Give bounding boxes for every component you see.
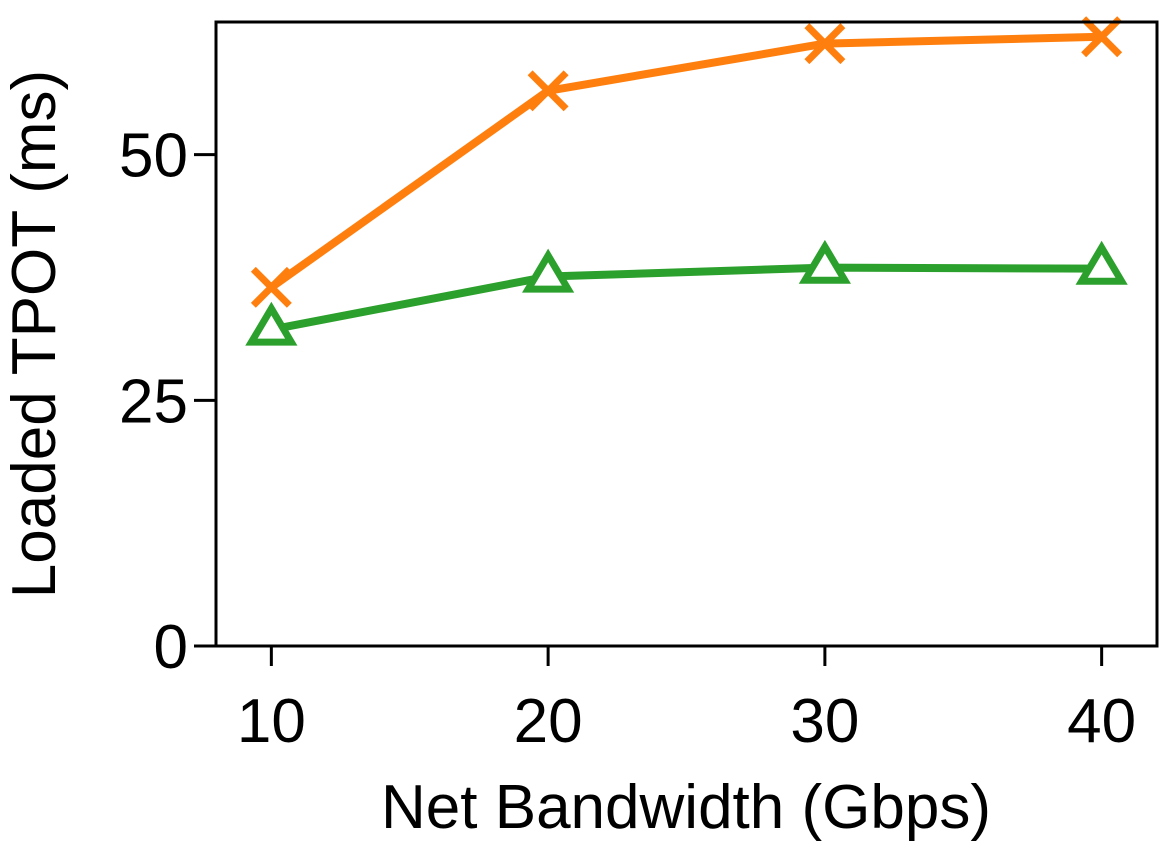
series-layer (245, 16, 1128, 346)
y-axis: 0 25 50 (119, 122, 216, 682)
orange-series-point-10 (250, 266, 292, 308)
green-series (245, 239, 1128, 346)
x-tick-label-30: 30 (790, 687, 859, 756)
x-tick-label-10: 10 (237, 687, 306, 756)
orange-series-point-20 (527, 70, 569, 112)
x-tick-label-20: 20 (514, 687, 583, 756)
green-series-point-10 (245, 301, 298, 346)
plot-area-frame (214, 20, 1159, 648)
green-series-point-30 (798, 239, 851, 284)
green-series-line (270, 263, 1102, 334)
y-tick-label-0: 0 (154, 613, 188, 682)
x-tick-label-40: 40 (1067, 687, 1136, 756)
x-axis-label: Net Bandwidth (Gbps) (381, 773, 991, 842)
orange-series (250, 16, 1123, 308)
green-series-point-40 (1075, 240, 1128, 285)
orange-series-line (269, 32, 1102, 291)
x-axis: 10 20 30 40 (237, 646, 1136, 756)
y-axis-label: Loaded TPOT (ms) (0, 70, 69, 598)
orange-series-point-30 (804, 23, 846, 65)
orange-series-point-40 (1081, 16, 1123, 58)
green-series-point-20 (522, 248, 575, 293)
y-tick-label-25: 25 (119, 367, 188, 436)
y-tick-label-50: 50 (119, 122, 188, 191)
